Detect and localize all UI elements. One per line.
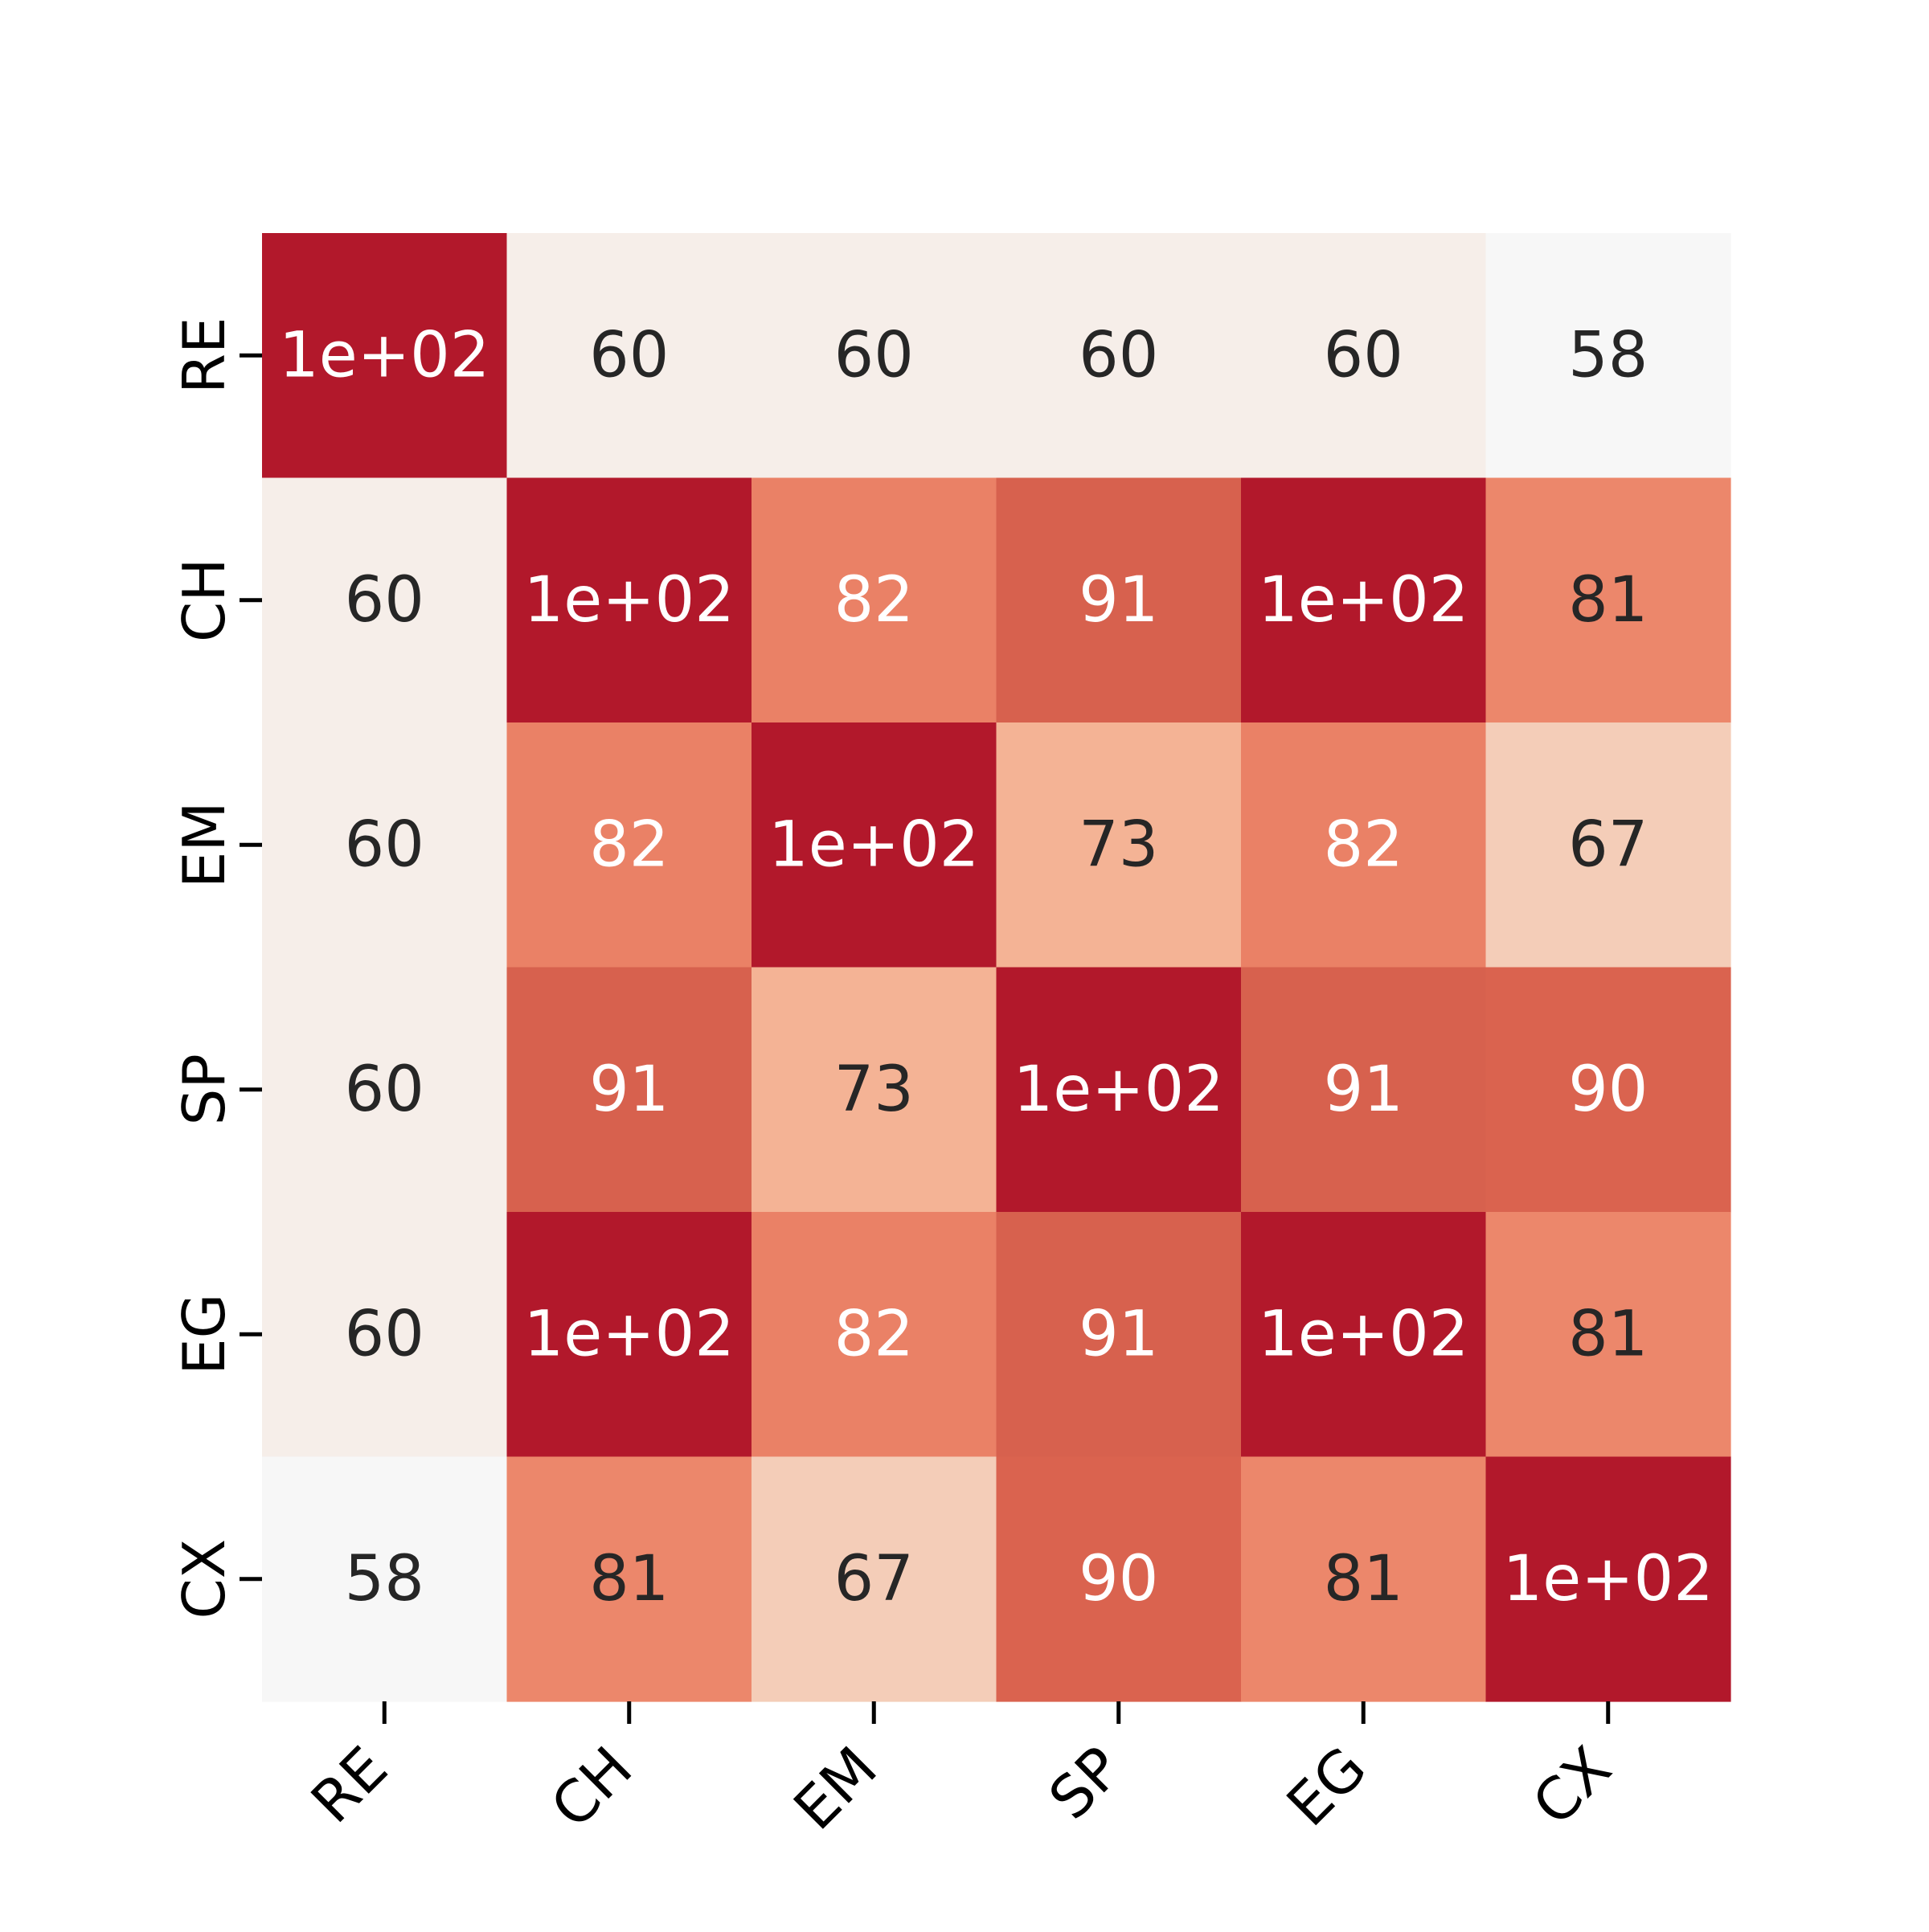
heatmap-cell-CH-EM (752, 477, 997, 723)
heatmap-cell-SP-EM (752, 967, 997, 1213)
heatmap-cell-CH-CH (506, 477, 752, 723)
cell-label-RE-SP: 60 (1079, 319, 1158, 391)
cell-label-EM-SP: 73 (1079, 808, 1158, 881)
cell-label-EM-CX: 67 (1568, 808, 1648, 881)
x-tick-label-CH: CH (538, 1733, 645, 1840)
cells-layer (262, 233, 1731, 1702)
heatmap-cell-EM-EG (1241, 722, 1487, 968)
cell-label-EG-CH: 1e+02 (524, 1298, 735, 1370)
heatmap-cell-CX-RE (262, 1456, 508, 1702)
heatmap-cell-CH-SP (996, 477, 1242, 723)
cell-label-CX-EM: 67 (834, 1543, 914, 1615)
cell-label-RE-EM: 60 (834, 319, 914, 391)
y-tick-label-EM: EM (170, 801, 238, 888)
heatmap-cell-SP-SP (996, 967, 1242, 1213)
heatmap-cell-EM-CH (506, 722, 752, 968)
cell-label-CH-EG: 1e+02 (1258, 564, 1468, 636)
y-tick-label-EG: EG (170, 1294, 238, 1375)
heatmap-cell-CX-EG (1241, 1456, 1487, 1702)
cell-labels-layer: 1e+02 60 60 60 60 58 60 1e+02 82 91 1e+02 81 60 82 1e+… (279, 319, 1714, 1615)
cell-label-EM-RE: 60 (345, 808, 424, 881)
heatmap-cell-EM-CX (1485, 722, 1731, 968)
y-axis: RE CH EM SP EG CX (170, 317, 262, 1619)
cell-label-RE-CH: 60 (589, 319, 669, 391)
x-axis: RE CH EM SP EG CX (298, 1701, 1624, 1843)
cell-label-RE-EG: 60 (1324, 319, 1403, 391)
heatmap-cell-RE-EG (1241, 233, 1487, 479)
cell-label-EG-CX: 81 (1568, 1298, 1648, 1370)
cell-label-CH-CH: 1e+02 (524, 564, 735, 636)
heatmap-cell-CH-RE (262, 477, 508, 723)
cell-label-EM-EG: 82 (1324, 808, 1403, 881)
heatmap-cell-EG-CX (1485, 1212, 1731, 1458)
heatmap-cell-EG-SP (996, 1212, 1242, 1458)
heatmap-cell-RE-RE (262, 233, 508, 479)
y-tick-label-SP: SP (170, 1054, 238, 1125)
x-tick-label-EG: EG (1274, 1733, 1379, 1839)
cell-label-EG-EM: 82 (834, 1298, 914, 1370)
heatmap-cell-RE-SP (996, 233, 1242, 479)
cell-label-RE-CX: 58 (1568, 319, 1648, 391)
heatmap-cell-SP-EG (1241, 967, 1487, 1213)
heatmap-cell-CX-CX (1485, 1456, 1731, 1702)
cell-label-CX-EG: 81 (1324, 1543, 1403, 1615)
heatmap-cell-CX-EM (752, 1456, 997, 1702)
cell-label-CX-RE: 58 (345, 1543, 424, 1615)
y-tick-label-CX: CX (170, 1539, 238, 1619)
heatmap-cell-EM-EM (752, 722, 997, 968)
cell-label-CH-SP: 91 (1079, 564, 1158, 636)
heatmap-cell-EG-CH (506, 1212, 752, 1458)
cell-label-SP-CX: 90 (1568, 1054, 1648, 1126)
heatmap-cell-SP-CX (1485, 967, 1731, 1213)
cell-label-SP-EM: 73 (834, 1054, 914, 1126)
heatmap-cell-RE-CX (1485, 233, 1731, 479)
x-tick-label-SP: SP (1036, 1733, 1134, 1832)
heatmap-cell-CH-CX (1485, 477, 1731, 723)
cell-label-CH-CX: 81 (1568, 564, 1648, 636)
cell-label-SP-CH: 91 (589, 1054, 669, 1126)
heatmap-cell-EM-RE (262, 722, 508, 968)
y-tick-label-RE: RE (170, 317, 238, 394)
heatmap-cell-RE-EM (752, 233, 997, 479)
heatmap-cell-RE-CH (506, 233, 752, 479)
x-tick-label-EM: EM (780, 1733, 889, 1842)
cell-label-EG-RE: 60 (345, 1298, 424, 1370)
cell-label-SP-EG: 91 (1324, 1054, 1403, 1126)
cell-label-RE-RE: 1e+02 (279, 319, 489, 391)
x-tick-label-RE: RE (298, 1733, 400, 1836)
heatmap-cell-EG-RE (262, 1212, 508, 1458)
cell-label-SP-SP: 1e+02 (1014, 1054, 1224, 1126)
heatmap-cell-EG-EM (752, 1212, 997, 1458)
cell-label-CX-CX: 1e+02 (1503, 1543, 1714, 1615)
cell-label-CX-CH: 81 (589, 1543, 669, 1615)
heatmap-cell-CX-SP (996, 1456, 1242, 1702)
x-tick-label-CX: CX (1520, 1733, 1624, 1838)
cell-label-CX-SP: 90 (1079, 1543, 1158, 1615)
cell-label-EM-CH: 82 (589, 808, 669, 881)
cell-label-EM-EM: 1e+02 (768, 808, 979, 881)
cell-label-SP-RE: 60 (345, 1054, 424, 1126)
heatmap-cell-EG-EG (1241, 1212, 1487, 1458)
y-tick-label-CH: CH (170, 559, 238, 642)
cell-label-CH-RE: 60 (345, 564, 424, 636)
heatmap-cell-EM-SP (996, 722, 1242, 968)
cell-label-EG-EG: 1e+02 (1258, 1298, 1468, 1370)
heatmap-cell-SP-CH (506, 967, 752, 1213)
cell-label-EG-SP: 91 (1079, 1298, 1158, 1370)
cell-label-CH-EM: 82 (834, 564, 914, 636)
heatmap-cell-CH-EG (1241, 477, 1487, 723)
heatmap-cell-SP-RE (262, 967, 508, 1213)
heatmap-cell-CX-CH (506, 1456, 752, 1702)
